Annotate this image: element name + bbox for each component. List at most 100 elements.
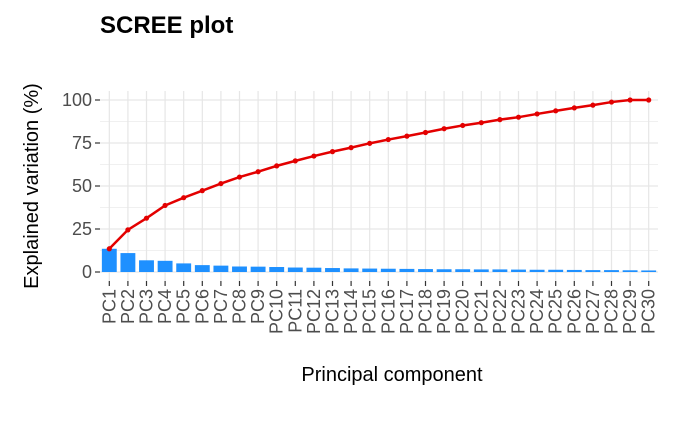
axis-layer: 0255075100PC1PC2PC3PC4PC5PC6PC7PC8PC9PC1… — [62, 90, 659, 334]
cumulative-point-pc18 — [422, 129, 429, 136]
chart-title: SCREE plot — [100, 12, 234, 39]
bar-pc28 — [604, 270, 619, 272]
cumulative-point-pc26 — [571, 105, 577, 111]
y-axis-title: Explained variation (%) — [21, 83, 43, 289]
cumulative-point-pc22 — [497, 117, 503, 123]
bar-pc17 — [399, 268, 415, 272]
bar-pc8 — [232, 266, 247, 272]
line-layer — [106, 97, 652, 252]
x-tick-label-pc28: PC28 — [602, 289, 622, 334]
cumulative-point-pc27 — [590, 102, 596, 108]
x-tick-label-pc21: PC21 — [471, 289, 491, 334]
y-tick-label: 75 — [72, 133, 92, 153]
bar-pc30 — [641, 270, 657, 272]
cumulative-point-pc4 — [162, 202, 168, 209]
cumulative-point-pc8 — [236, 174, 243, 180]
bar-pc20 — [455, 269, 471, 272]
bar-pc10 — [269, 267, 285, 272]
bar-pc27 — [585, 270, 601, 272]
bar-pc22 — [492, 269, 508, 272]
grid-layer — [100, 91, 658, 281]
x-tick-label-pc25: PC25 — [546, 289, 566, 334]
cumulative-point-pc11 — [292, 158, 298, 164]
bar-pc24 — [529, 269, 545, 272]
y-tick-label: 25 — [72, 219, 92, 239]
x-tick-label-pc26: PC26 — [564, 289, 584, 334]
cumulative-point-pc17 — [404, 133, 410, 139]
y-tick-label: 0 — [82, 262, 92, 282]
bar-pc11 — [287, 267, 303, 272]
bar-pc9 — [250, 266, 266, 272]
x-axis-title: Principal component — [301, 364, 483, 386]
x-tick-label-pc13: PC13 — [323, 289, 343, 334]
cumulative-point-pc30 — [646, 97, 652, 103]
cumulative-point-pc12 — [311, 153, 317, 159]
bar-pc19 — [436, 269, 452, 272]
cumulative-point-pc15 — [367, 140, 373, 146]
cumulative-point-pc29 — [627, 97, 633, 103]
x-tick-label-pc9: PC9 — [248, 289, 268, 324]
x-tick-label-pc8: PC8 — [230, 289, 250, 324]
cumulative-point-pc9 — [255, 169, 261, 175]
x-tick-label-pc11: PC11 — [285, 289, 305, 333]
x-tick-label-pc1: PC1 — [99, 289, 119, 324]
x-tick-label-pc24: PC24 — [527, 289, 547, 334]
x-tick-label-pc22: PC22 — [490, 289, 510, 334]
cumulative-point-pc1 — [106, 246, 112, 252]
bar-pc18 — [418, 269, 433, 272]
cumulative-point-pc14 — [348, 145, 354, 151]
x-tick-label-pc12: PC12 — [304, 289, 324, 334]
x-tick-label-pc27: PC27 — [583, 289, 603, 334]
bar-pc2 — [120, 253, 136, 272]
bar-pc3 — [139, 260, 154, 272]
x-tick-label-pc7: PC7 — [211, 289, 231, 324]
bar-pc14 — [343, 268, 359, 272]
cumulative-point-pc25 — [553, 108, 559, 114]
cumulative-point-pc3 — [143, 215, 150, 221]
x-tick-label-pc2: PC2 — [118, 289, 138, 324]
bar-pc21 — [473, 269, 489, 272]
y-tick-label: 100 — [62, 90, 92, 110]
cumulative-point-pc19 — [441, 126, 447, 132]
bar-pc4 — [157, 260, 173, 272]
bar-pc7 — [213, 265, 229, 272]
bar-pc15 — [362, 268, 378, 272]
cumulative-point-pc2 — [125, 227, 131, 233]
x-tick-label-pc3: PC3 — [137, 289, 157, 324]
x-tick-label-pc4: PC4 — [155, 289, 175, 324]
cumulative-point-pc13 — [329, 149, 336, 155]
bar-pc1 — [101, 248, 117, 272]
cumulative-line — [108, 98, 649, 250]
bar-pc26 — [566, 269, 582, 272]
cumulative-point-pc10 — [274, 163, 280, 169]
bar-pc13 — [325, 268, 340, 272]
bar-pc12 — [306, 267, 322, 272]
x-tick-label-pc14: PC14 — [341, 289, 361, 334]
x-tick-label-pc18: PC18 — [416, 289, 436, 334]
x-tick-label-pc30: PC30 — [639, 289, 659, 334]
x-tick-label-pc19: PC19 — [434, 289, 454, 334]
x-tick-label-pc17: PC17 — [397, 289, 417, 334]
cumulative-point-pc16 — [385, 136, 391, 143]
cumulative-point-pc5 — [181, 195, 187, 201]
bar-pc29 — [622, 270, 638, 272]
bar-pc16 — [380, 268, 396, 272]
bar-pc6 — [194, 265, 210, 272]
x-tick-label-pc10: PC10 — [267, 289, 287, 334]
cumulative-point-pc23 — [515, 114, 522, 120]
cumulative-point-pc20 — [460, 122, 466, 129]
cumulative-point-pc24 — [534, 111, 540, 117]
x-tick-label-pc20: PC20 — [453, 289, 473, 334]
x-tick-label-pc6: PC6 — [192, 289, 212, 324]
x-tick-label-pc29: PC29 — [620, 289, 640, 334]
bar-pc25 — [548, 269, 564, 272]
bar-pc23 — [511, 269, 526, 272]
cumulative-point-pc28 — [608, 99, 615, 105]
x-tick-label-pc15: PC15 — [360, 289, 380, 334]
bar-layer — [101, 248, 657, 272]
x-tick-label-pc23: PC23 — [509, 289, 529, 334]
cumulative-point-pc7 — [218, 180, 224, 187]
cumulative-point-pc21 — [478, 120, 484, 126]
cumulative-point-pc6 — [199, 188, 205, 194]
